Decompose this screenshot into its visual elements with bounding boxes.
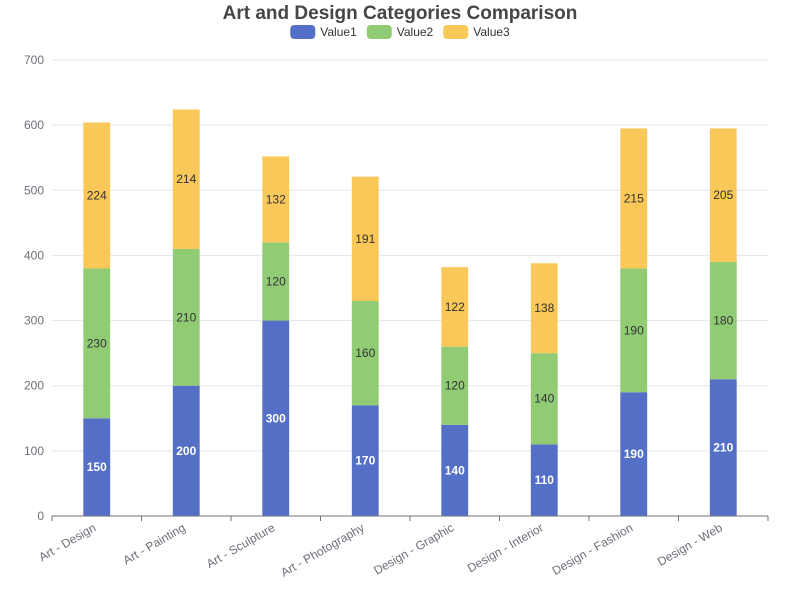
bar-value3[interactable] [441,267,469,347]
data-label: 215 [624,191,644,205]
legend[interactable]: Value1 Value2 Value3 [290,25,510,39]
bar-value2[interactable] [530,353,558,445]
data-label: 214 [176,172,196,186]
bar-value2[interactable] [441,346,469,425]
data-label: 132 [266,192,286,206]
y-tick-label: 100 [24,444,44,458]
bar-value3[interactable] [83,122,111,269]
x-tick-label: Art - Sculpture [204,520,278,571]
legend-label: Value3 [473,25,510,39]
bar-value2[interactable] [620,268,648,393]
data-label: 122 [445,300,465,314]
bar-value1[interactable] [441,424,469,516]
data-label: 191 [355,232,375,246]
bar-value3[interactable] [351,176,379,302]
x-tick-label: Design - Web [655,520,725,569]
legend-label: Value2 [397,25,434,39]
x-tick-label: Art - Painting [121,520,188,567]
bar-value3[interactable] [172,109,200,249]
bar-value3[interactable] [262,156,290,243]
bar-value3[interactable] [709,128,737,262]
data-label: 138 [534,301,554,315]
data-label: 120 [445,379,465,393]
legend-item-value3[interactable]: Value3 [443,25,510,39]
bar-value3[interactable] [530,263,558,354]
y-tick-label: 700 [24,53,44,67]
chart-title: Art and Design Categories Comparison [223,3,578,24]
bar-value1[interactable] [709,379,737,516]
legend-item-value1[interactable]: Value1 [290,25,357,39]
x-tick-label: Design - Graphic [371,520,456,577]
x-tick-label: Art - Design [36,520,98,564]
data-label: 300 [266,411,286,425]
legend-swatch [443,25,469,39]
bar-value1[interactable] [262,320,290,516]
data-label: 120 [266,274,286,288]
legend-swatch [290,25,316,39]
data-label: 205 [713,188,733,202]
bar-value2[interactable] [83,268,111,419]
legend-swatch [366,25,392,39]
x-tick-label: Design - Interior [465,520,546,575]
data-label: 210 [713,441,733,455]
data-label: 190 [624,323,644,337]
bar-value1[interactable] [172,385,200,516]
bar-value2[interactable] [262,242,290,321]
y-axis: 0 100 200 300 400 500 600 700 [24,53,44,523]
legend-label: Value1 [320,25,357,39]
x-axis: Art - Design Art - Painting Art - Sculptur… [36,515,769,580]
bar-value1[interactable] [83,418,111,516]
data-label: 190 [624,447,644,461]
data-label: 224 [87,188,107,202]
bar-value1[interactable] [620,392,648,516]
bar-value2[interactable] [351,301,379,406]
y-tick-label: 400 [24,248,44,262]
y-tick-label: 600 [24,118,44,132]
bar-value2[interactable] [172,248,200,386]
bars [83,109,737,516]
data-label: 160 [355,346,375,360]
y-tick-label: 0 [37,509,44,523]
data-label: 170 [355,454,375,468]
legend-item-value2[interactable]: Value2 [366,25,434,39]
data-label: 150 [87,460,107,474]
x-tick-label: Design - Fashion [550,520,636,577]
data-labels: 150 230 224 200 210 214 300 120 132 170 160 191 140 1… [87,172,734,487]
grid-lines [52,59,768,452]
data-label: 230 [87,336,107,350]
data-label: 140 [534,392,554,406]
bar-value2[interactable] [709,261,737,380]
y-tick-label: 300 [24,314,44,328]
y-tick-label: 500 [24,183,44,197]
data-label: 140 [445,463,465,477]
data-label: 210 [176,310,196,324]
bar-value1[interactable] [351,405,379,516]
y-tick-label: 200 [24,379,44,393]
data-label: 180 [713,314,733,328]
data-label: 200 [176,444,196,458]
bar-value1[interactable] [530,444,558,516]
x-tick-label: Art - Photography [278,520,366,579]
data-label: 110 [535,473,555,487]
bar-value3[interactable] [620,128,648,269]
